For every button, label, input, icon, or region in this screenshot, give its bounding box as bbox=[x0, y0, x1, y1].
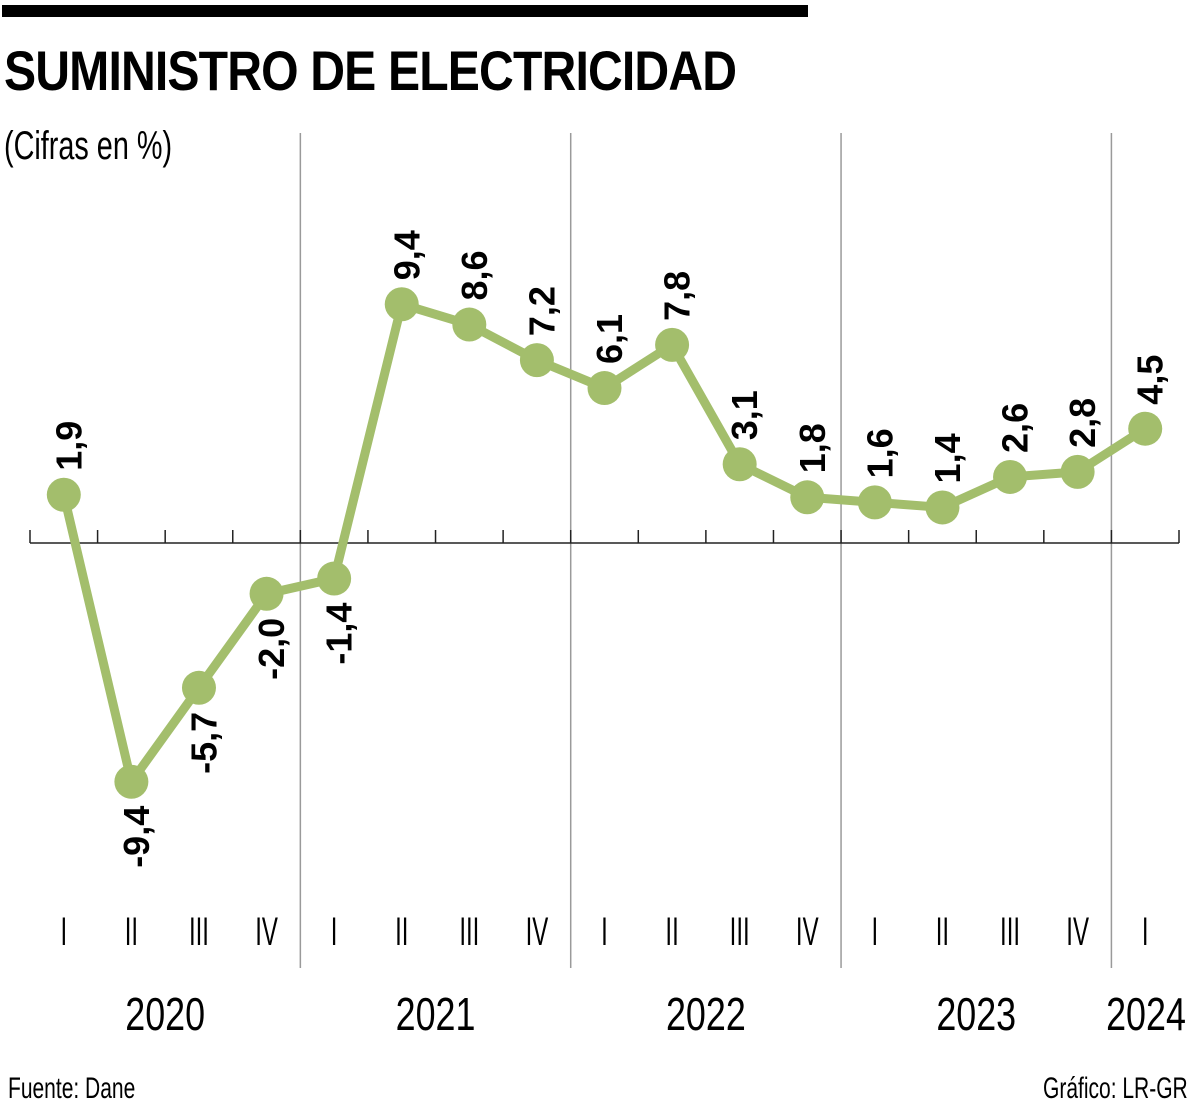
year-labels: 2020 2021 2022 2023 2024 bbox=[125, 989, 1186, 1040]
data-point bbox=[249, 576, 284, 611]
quarter-label: II bbox=[936, 909, 949, 954]
data-point bbox=[790, 480, 825, 515]
chart-title: SUMINISTRO DE ELECTRICIDAD bbox=[4, 39, 737, 102]
data-label: 7,2 bbox=[521, 286, 562, 336]
year-label: 2021 bbox=[396, 989, 476, 1040]
year-label: 2022 bbox=[666, 989, 746, 1040]
data-label: -2,0 bbox=[251, 618, 292, 680]
data-label: 9,4 bbox=[386, 230, 427, 280]
data-label: 6,1 bbox=[589, 314, 630, 364]
quarter-label: IV bbox=[796, 909, 819, 954]
quarter-label: I bbox=[1142, 909, 1149, 954]
year-separators bbox=[299, 133, 1113, 968]
year-label: 2023 bbox=[936, 989, 1016, 1040]
data-label: 1,6 bbox=[859, 428, 900, 478]
quarter-label: III bbox=[730, 909, 750, 954]
quarter-label: I bbox=[601, 909, 608, 954]
data-point bbox=[925, 490, 960, 525]
quarter-label: IV bbox=[1066, 909, 1089, 954]
data-label: 2,6 bbox=[995, 403, 1036, 453]
quarter-label: I bbox=[60, 909, 67, 954]
quarter-label: III bbox=[459, 909, 479, 954]
data-point bbox=[857, 485, 892, 520]
data-point bbox=[519, 343, 554, 378]
quarter-label: II bbox=[665, 909, 678, 954]
data-point bbox=[1060, 454, 1095, 489]
quarter-label: II bbox=[395, 909, 408, 954]
credit-note: Gráfico: LR-GR bbox=[1043, 1072, 1188, 1105]
data-points bbox=[46, 287, 1163, 799]
quarter-label: II bbox=[125, 909, 138, 954]
x-axis bbox=[29, 530, 1180, 544]
data-label: -9,4 bbox=[116, 806, 157, 868]
quarter-label: IV bbox=[526, 909, 549, 954]
data-label: 1,4 bbox=[927, 433, 968, 483]
quarter-labels: I II III IV I II III IV I II III IV I II III IV I bbox=[60, 909, 1148, 954]
data-point bbox=[722, 447, 757, 482]
data-label: -5,7 bbox=[183, 712, 224, 774]
source-note: Fuente: Dane bbox=[8, 1072, 136, 1105]
data-point bbox=[317, 561, 352, 596]
year-label: 2024 bbox=[1106, 989, 1186, 1040]
data-point bbox=[384, 287, 419, 322]
quarter-label: I bbox=[872, 909, 879, 954]
data-point bbox=[1128, 411, 1163, 446]
data-point bbox=[452, 307, 487, 342]
data-label: 2,8 bbox=[1062, 398, 1103, 448]
data-label: 4,5 bbox=[1130, 355, 1171, 405]
data-point bbox=[993, 459, 1028, 494]
data-label: 1,9 bbox=[48, 421, 89, 471]
quarter-label: III bbox=[189, 909, 209, 954]
data-labels: 1,9 -9,4 -5,7 -2,0 -1,4 9,4 8,6 7,2 6,1 7,8 3,1 1,8… bbox=[48, 230, 1170, 868]
chart-subtitle: (Cifras en %) bbox=[4, 124, 173, 168]
data-point bbox=[46, 477, 81, 512]
quarter-label: IV bbox=[255, 909, 278, 954]
header-rule bbox=[2, 5, 808, 17]
quarter-label: III bbox=[1000, 909, 1020, 954]
data-label: 3,1 bbox=[724, 390, 765, 440]
quarter-label: I bbox=[331, 909, 338, 954]
year-label: 2020 bbox=[125, 989, 205, 1040]
data-point bbox=[655, 327, 690, 362]
data-label: 8,6 bbox=[454, 251, 495, 301]
data-point bbox=[587, 371, 622, 406]
data-label: -1,4 bbox=[319, 603, 360, 665]
data-point bbox=[114, 764, 149, 799]
data-point bbox=[181, 670, 216, 705]
data-label: 7,8 bbox=[657, 271, 698, 321]
data-label: 1,8 bbox=[792, 423, 833, 473]
